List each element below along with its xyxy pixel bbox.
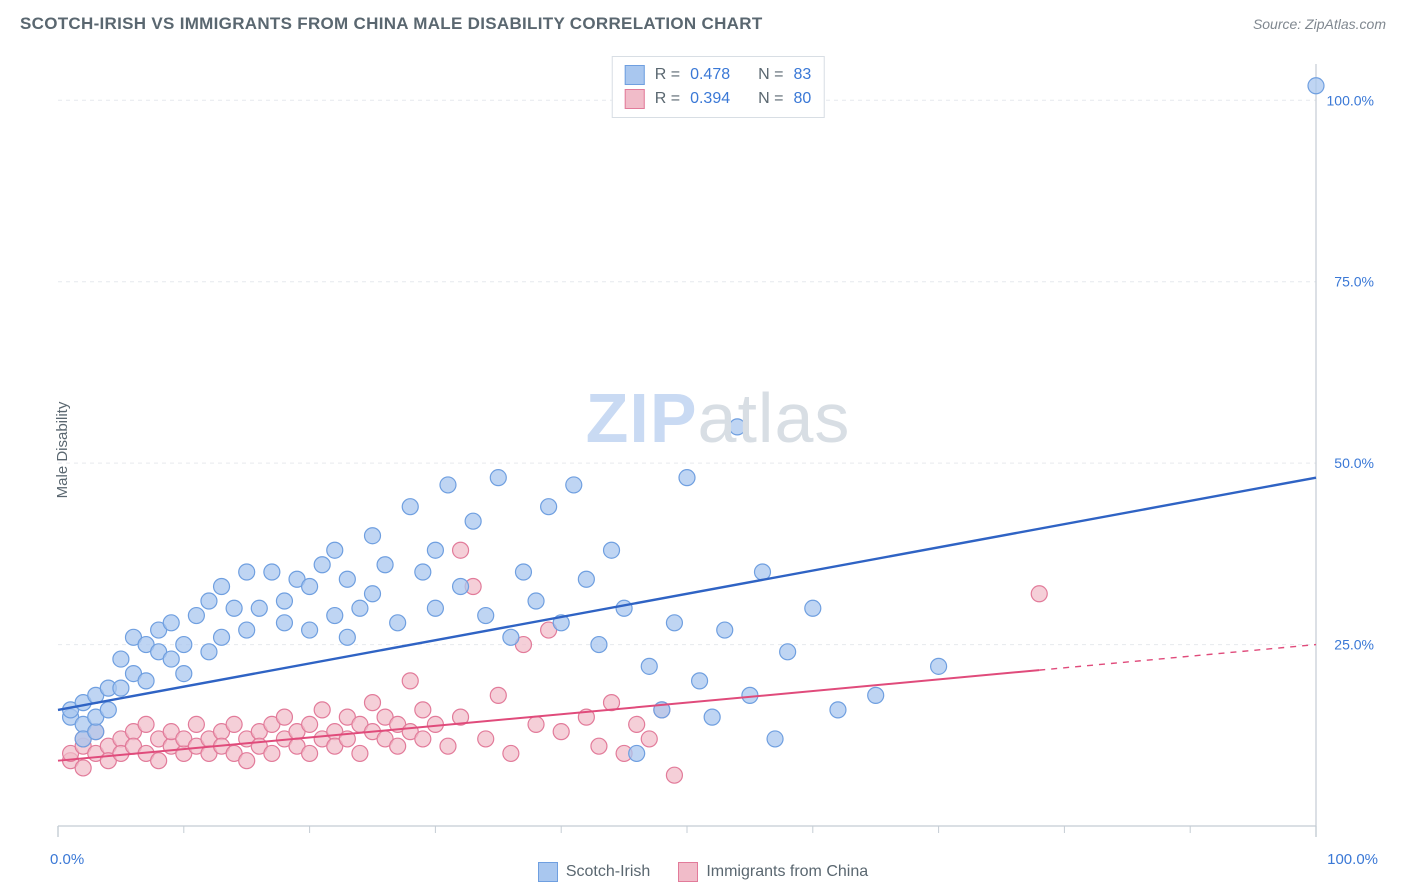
- legend-swatch-scotch-irish: [625, 65, 645, 85]
- legend-row-china: R = 0.394 N = 80: [625, 87, 812, 111]
- legend-swatch-scotch-irish-bottom: [538, 862, 558, 882]
- legend-item-china: Immigrants from China: [678, 862, 868, 882]
- n-label: N =: [758, 66, 783, 84]
- r-value-scotch-irish: 0.478: [690, 66, 730, 84]
- legend-row-scotch-irish: R = 0.478 N = 83: [625, 63, 812, 87]
- n-value-china: 80: [793, 90, 811, 108]
- svg-text:75.0%: 75.0%: [1334, 274, 1374, 290]
- scatter-plot-svg: 25.0% 50.0% 75.0% 100.0%: [50, 56, 1386, 844]
- y-axis-label: Male Disability: [54, 402, 71, 499]
- legend-swatch-china: [625, 89, 645, 109]
- correlation-legend: R = 0.478 N = 83 R = 0.394 N = 80: [612, 56, 825, 118]
- legend-label-scotch-irish: Scotch-Irish: [566, 863, 650, 880]
- r-label: R =: [655, 66, 680, 84]
- r-value-china: 0.394: [690, 90, 730, 108]
- chart-title: SCOTCH-IRISH VS IMMIGRANTS FROM CHINA MA…: [20, 14, 763, 34]
- r-label: R =: [655, 90, 680, 108]
- n-label: N =: [758, 90, 783, 108]
- series-legend: Scotch-Irish Immigrants from China: [0, 862, 1406, 882]
- svg-text:50.0%: 50.0%: [1334, 455, 1374, 471]
- n-value-scotch-irish: 83: [793, 66, 811, 84]
- svg-text:100.0%: 100.0%: [1327, 92, 1374, 108]
- svg-text:25.0%: 25.0%: [1334, 637, 1374, 653]
- plot-area: Male Disability ZIPatlas R = 0.478 N = 8…: [50, 56, 1386, 844]
- legend-label-china: Immigrants from China: [706, 863, 868, 880]
- legend-item-scotch-irish: Scotch-Irish: [538, 862, 650, 882]
- legend-swatch-china-bottom: [678, 862, 698, 882]
- source-attribution: Source: ZipAtlas.com: [1253, 16, 1386, 32]
